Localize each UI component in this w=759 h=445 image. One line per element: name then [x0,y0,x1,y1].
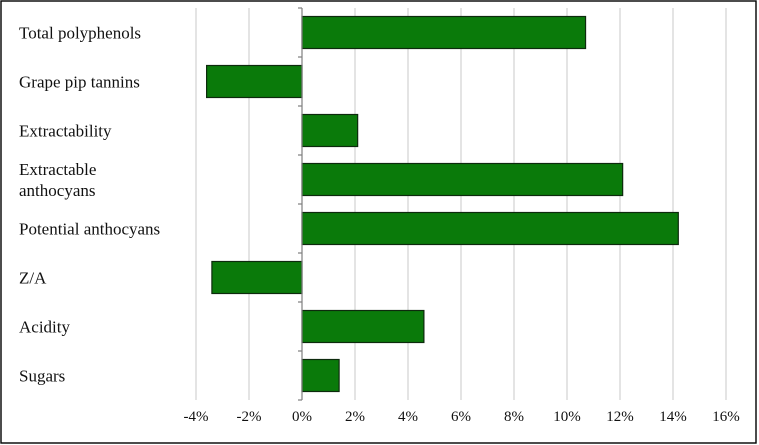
bar-total-polyphenols [301,15,587,50]
tick-label: 8% [504,409,524,425]
bar-z-a [211,260,303,295]
category-label: anthocyans [19,181,95,200]
bar-potential-anthocyans [301,211,679,246]
tick-label: 4% [398,409,418,425]
bar-extractable-anthocyans [301,162,624,197]
category-label: Acidity [19,318,70,337]
tick-label: -4% [184,409,209,425]
axis [298,7,303,401]
tick-labels: -4% -2% 0% 2% 4% 6% 8% 10% 12% 14% 16% [184,409,740,425]
category-label: Grape pip tannins [19,73,140,92]
tick-label: -2% [237,409,262,425]
bar-sugars [301,358,340,393]
category-label: Total polyphenols [19,24,141,43]
category-label: Sugars [19,367,65,386]
tick-label: 16% [712,409,740,425]
category-labels: Total polyphenols Grape pip tannins Extrac… [19,24,160,386]
category-label: Z/A [19,269,47,288]
bar-extractability [301,113,359,148]
tick-label: 2% [345,409,365,425]
tick-label: 14% [659,409,687,425]
bar-acidity [301,309,425,344]
tick-label: 0% [292,409,312,425]
category-label: Extractability [19,122,112,141]
tick-label: 6% [451,409,471,425]
category-label: Potential anthocyans [19,220,160,239]
bar-grape-pip-tannins [206,64,303,99]
bars [206,15,679,393]
tick-label: 10% [553,409,581,425]
tick-label: 12% [606,409,634,425]
category-label: Extractable [19,160,96,179]
